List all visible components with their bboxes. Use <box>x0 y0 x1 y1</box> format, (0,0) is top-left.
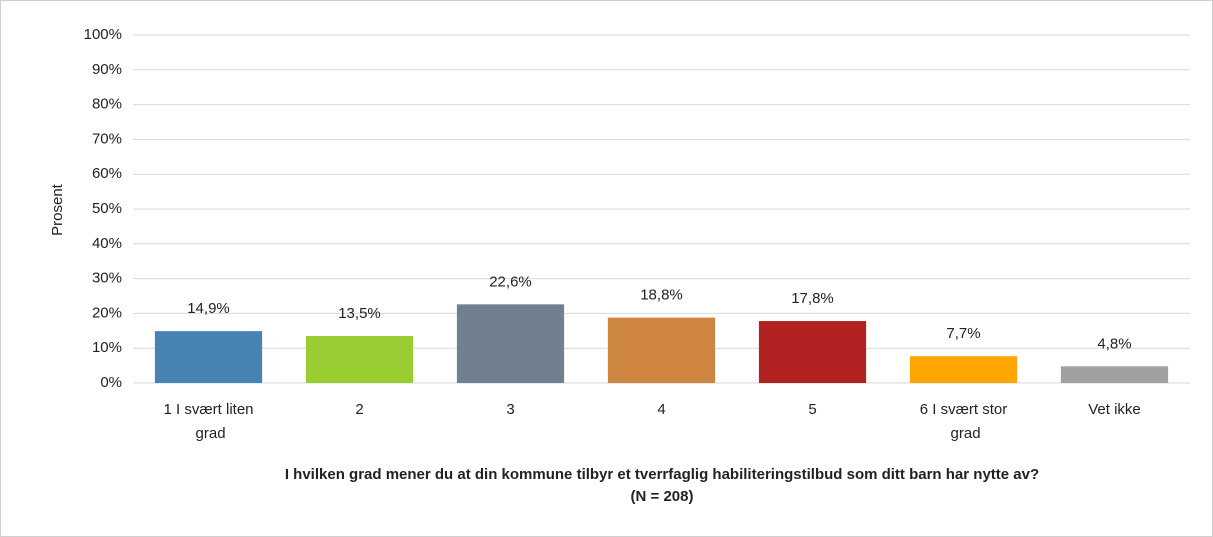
data-label: 7,7% <box>946 325 980 342</box>
y-tick-label: 60% <box>92 165 122 182</box>
y-axis-title: Prosent <box>49 183 66 236</box>
data-label: 4,8% <box>1097 335 1131 352</box>
bar <box>305 336 414 383</box>
bar <box>154 331 263 383</box>
bar <box>909 356 1018 383</box>
bar <box>1060 366 1169 383</box>
data-label: 18,8% <box>640 287 683 304</box>
y-tick-label: 0% <box>100 374 122 391</box>
y-tick-label: 10% <box>92 339 122 356</box>
data-label: 13,5% <box>338 305 381 322</box>
x-axis-title: (N = 208) <box>631 488 694 505</box>
x-tick-label: 6 I svært stor grad <box>920 401 1008 442</box>
y-tick-label: 80% <box>92 96 122 113</box>
bar <box>456 304 565 383</box>
y-tick-label: 70% <box>92 130 122 147</box>
y-tick-label: 30% <box>92 270 122 287</box>
x-axis-title: I hvilken grad mener du at din kommune t… <box>285 466 1039 483</box>
bar <box>758 321 867 383</box>
bar <box>607 317 716 383</box>
y-tick-label: 100% <box>84 26 122 43</box>
y-tick-label: 40% <box>92 235 122 252</box>
data-label: 14,9% <box>187 300 230 317</box>
x-tick-label: 2 <box>355 401 363 418</box>
data-label: 17,8% <box>791 290 834 307</box>
x-tick-label: 1 I svært liten grad <box>163 401 253 442</box>
y-tick-label: 90% <box>92 61 122 78</box>
x-tick-label: 3 <box>506 401 514 418</box>
data-label: 22,6% <box>489 273 532 290</box>
x-tick-label: Vet ikke <box>1088 401 1141 418</box>
x-tick-label: 5 <box>808 401 816 418</box>
y-tick-label: 20% <box>92 304 122 321</box>
y-tick-label: 50% <box>92 200 122 217</box>
x-tick-label: 4 <box>657 401 665 418</box>
